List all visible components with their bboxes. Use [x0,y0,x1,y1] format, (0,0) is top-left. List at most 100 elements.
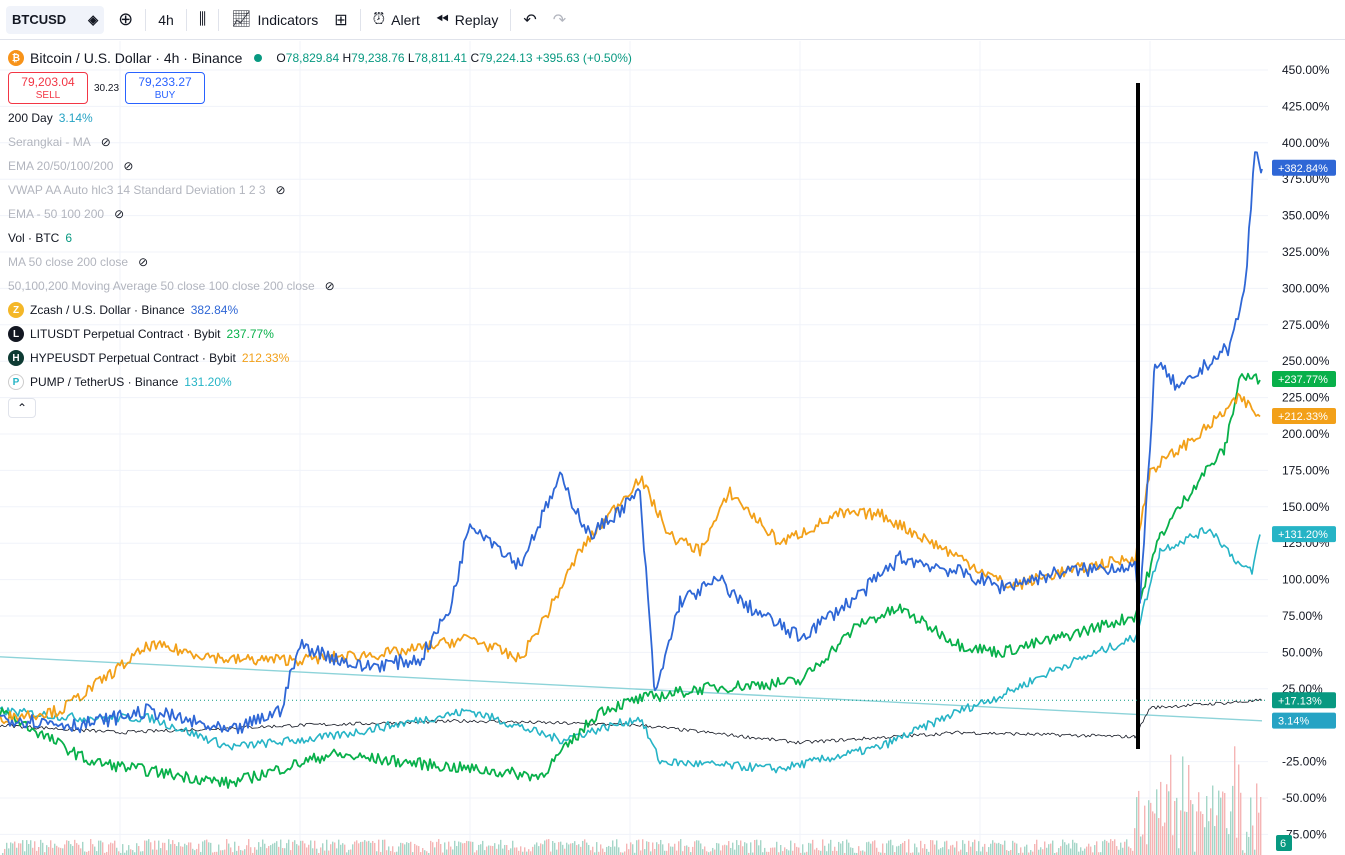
compare-row[interactable]: P PUMP / TetherUS · Binance 131.20% [8,370,632,394]
volume-bar [702,849,704,855]
volume-bar [534,844,536,855]
volume-bar [728,841,730,855]
undo-button[interactable]: ↶ [515,4,544,36]
indicator-row[interactable]: MA 50 close 200 close ⊘ [8,250,632,274]
volume-bar [358,843,360,855]
volume-bar [708,852,710,855]
compare-row[interactable]: Z Zcash / U.S. Dollar · Binance 382.84% [8,298,632,322]
volume-bar [540,843,542,855]
eye-off-icon[interactable]: ⊘ [138,255,149,269]
volume-bar [458,841,460,855]
symbol-search[interactable]: BTCUSD ◈ [6,5,105,34]
chart-type-button[interactable]: ⫼ [191,4,214,36]
volume-bar [632,844,634,855]
indicators-button[interactable]: 📈︎ Indicators [223,4,326,36]
volume-bar [420,852,422,855]
alert-button[interactable]: ⏰︎ Alert [365,4,428,36]
volume-bar [428,852,430,855]
volume-bar [1212,785,1214,855]
volume-bar [668,843,670,855]
volume-bar [898,845,900,855]
indicator-row[interactable]: EMA 20/50/100/200 ⊘ [8,154,632,178]
volume-bar [1188,764,1190,855]
price-tick-label: -75.00% [1282,827,1327,841]
price-tick-label: 200.00% [1282,427,1330,441]
eye-off-icon[interactable]: ⊘ [324,279,335,293]
volume-bar [630,842,632,855]
volume-bar [546,839,548,855]
volume-bar [578,844,580,855]
main-symbol-legend[interactable]: ₿ Bitcoin / U.S. Dollar · 4h · Binance O… [8,50,632,66]
volume-bar [1248,836,1250,855]
volume-bar [1116,846,1118,855]
volume-bar [824,845,826,855]
indicator-row[interactable]: 200 Day 3.14% [8,106,632,130]
volume-bar [794,843,796,855]
volume-bar [942,847,944,855]
volume-bar [716,842,718,855]
volume-bar [1150,802,1152,855]
volume-bar [992,840,994,855]
eye-off-icon[interactable]: ⊘ [100,135,111,149]
volume-bar [1258,812,1260,855]
volume-bar [1140,836,1142,855]
volume-bar [976,851,978,855]
volume-bar [454,840,456,855]
volume-bar [228,843,230,855]
volume-bar [1194,851,1196,855]
replay-button[interactable]: ⏪︎ Replay [428,4,506,36]
volume-bar [980,851,982,855]
price-tick-label: 325.00% [1282,245,1330,259]
layouts-button[interactable]: ⊞ [326,4,355,36]
sell-button[interactable]: 79,203.04 SELL [8,72,88,104]
compare-button[interactable]: ⊕ [110,4,141,36]
price-axis[interactable]: 450.00%425.00%400.00%375.00%350.00%325.0… [1268,41,1345,855]
volume-bar [180,846,182,855]
volume-bar [278,846,280,855]
compare-row[interactable]: H HYPEUSDT Perpetual Contract · Bybit 212.… [8,346,632,370]
volume-bar [270,845,272,855]
volume-bar [966,852,968,855]
volume-bar [418,846,420,855]
volume-bar [862,850,864,855]
volume-bar [650,851,652,855]
redo-button[interactable]: ↷ [545,4,574,36]
ma200-line [0,656,1263,722]
price-tick-label: 50.00% [1282,645,1323,659]
volume-bar [972,842,974,855]
volume-bar [1012,840,1014,855]
volume-bar [512,840,514,855]
volume-bar [590,850,592,855]
compare-row[interactable]: L LITUSDT Perpetual Contract · Bybit 237.7… [8,322,632,346]
volume-bar [340,844,342,855]
chart-canvas[interactable]: 450.00%425.00%400.00%375.00%350.00%325.0… [0,41,1345,855]
interval-button[interactable]: 4h [150,4,182,36]
volume-bar [242,850,244,855]
indicator-row[interactable]: Vol · BTC 6 [8,226,632,250]
watch-icon[interactable]: ◈ [88,11,99,27]
volume-bar [738,845,740,855]
indicator-row[interactable]: Serangkai - MA ⊘ [8,130,632,154]
volume-bar [804,852,806,855]
volume-bar [448,841,450,855]
price-tick-label: 100.00% [1282,573,1330,587]
eye-off-icon[interactable]: ⊘ [123,159,134,173]
volume-bar [774,847,776,855]
buy-button[interactable]: 79,233.27 BUY [125,72,206,104]
hype-series-line [0,392,1261,725]
volume-bar [354,841,356,855]
indicator-row[interactable]: 50,100,200 Moving Average 50 close 100 c… [8,274,632,298]
indicator-row[interactable]: VWAP AA Auto hlc3 14 Standard Deviation … [8,178,632,202]
eye-off-icon[interactable]: ⊘ [114,207,125,221]
toolbar-divider [510,8,512,31]
volume-bar [488,845,490,855]
volume-bar [266,848,268,855]
volume-bar [274,842,276,855]
eye-off-icon[interactable]: ⊘ [275,183,286,197]
indicator-row[interactable]: EMA - 50 100 200 ⊘ [8,202,632,226]
volume-bar [742,846,744,855]
collapse-legend-button[interactable]: ⌃ [8,398,36,418]
volume-bar [1010,849,1012,855]
price-tick-label: 225.00% [1282,391,1330,405]
volume-bar [836,850,838,855]
